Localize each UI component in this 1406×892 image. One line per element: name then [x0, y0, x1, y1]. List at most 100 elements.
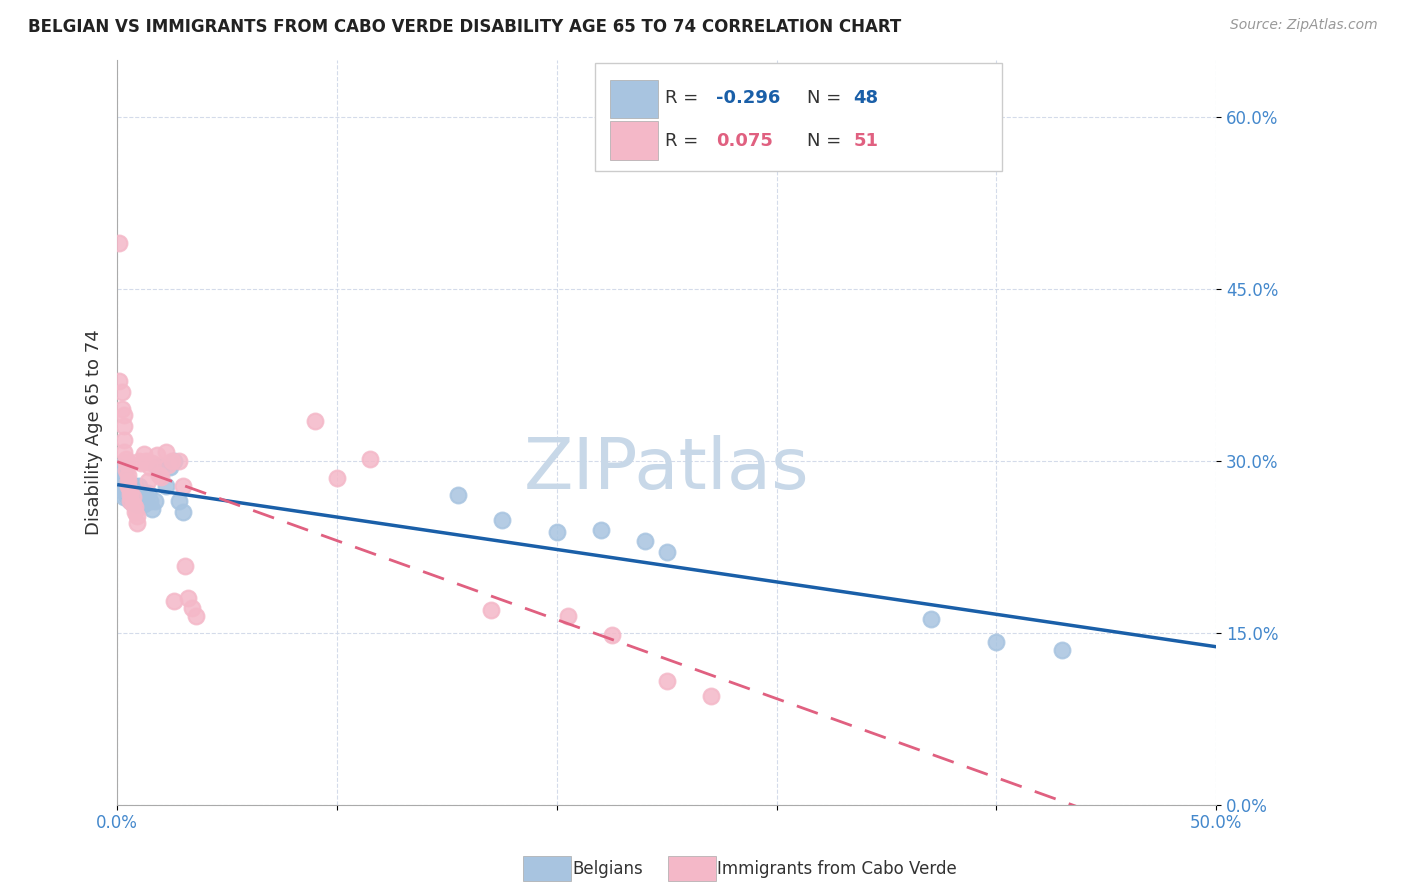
Text: 48: 48 — [853, 89, 879, 107]
Point — [120, 488, 142, 502]
Point — [110, 384, 132, 399]
Point — [112, 476, 135, 491]
Point — [124, 505, 146, 519]
Text: N =: N = — [807, 89, 848, 107]
Point — [120, 488, 142, 502]
Point — [600, 628, 623, 642]
Point — [136, 486, 159, 500]
Text: Immigrants from Cabo Verde: Immigrants from Cabo Verde — [717, 860, 957, 878]
Point — [117, 486, 139, 500]
Text: Belgians: Belgians — [572, 860, 643, 878]
Point — [920, 612, 942, 626]
Point — [112, 419, 135, 434]
Point — [447, 488, 470, 502]
Point — [163, 593, 186, 607]
Point — [655, 545, 678, 559]
Point — [124, 486, 146, 500]
Point — [546, 524, 568, 539]
Point — [117, 479, 139, 493]
Point — [150, 459, 173, 474]
Point — [108, 235, 131, 250]
Point — [155, 479, 177, 493]
Point — [1052, 643, 1074, 657]
Point — [115, 483, 138, 497]
Point — [986, 635, 1008, 649]
Point — [132, 447, 155, 461]
Point — [125, 497, 148, 511]
Point — [135, 491, 157, 505]
Point — [160, 454, 183, 468]
Point — [117, 467, 139, 482]
Point — [167, 454, 190, 468]
Point — [132, 497, 155, 511]
Point — [172, 479, 194, 493]
Point — [139, 494, 162, 508]
Point — [150, 470, 173, 484]
Point — [124, 500, 146, 514]
Point — [112, 408, 135, 422]
Point — [634, 534, 657, 549]
Point — [120, 481, 142, 495]
Point — [148, 467, 170, 482]
Text: R =: R = — [665, 132, 703, 150]
FancyBboxPatch shape — [610, 79, 658, 119]
Point — [110, 483, 132, 497]
Text: N =: N = — [807, 132, 848, 150]
Point — [589, 523, 612, 537]
Point — [120, 483, 142, 498]
Point — [145, 448, 167, 462]
Point — [125, 488, 148, 502]
Point — [124, 479, 146, 493]
Point — [120, 494, 142, 508]
Text: 51: 51 — [853, 132, 879, 150]
Point — [121, 491, 143, 505]
Point — [186, 608, 208, 623]
Text: ZIPatlas: ZIPatlas — [524, 435, 810, 504]
Point — [557, 608, 579, 623]
Point — [699, 689, 721, 703]
Point — [143, 494, 166, 508]
Point — [120, 494, 142, 508]
Point — [128, 454, 150, 468]
Point — [108, 476, 131, 491]
Point — [115, 451, 138, 466]
Point — [304, 414, 326, 428]
Point — [110, 465, 132, 479]
Point — [117, 491, 139, 505]
Point — [121, 497, 143, 511]
Point — [108, 374, 131, 388]
Point — [108, 459, 131, 474]
Point — [359, 451, 381, 466]
Point — [136, 475, 159, 489]
Point — [115, 456, 138, 470]
Point — [112, 444, 135, 458]
Point — [655, 673, 678, 688]
FancyBboxPatch shape — [610, 121, 658, 161]
Point — [112, 491, 135, 505]
Point — [176, 591, 198, 606]
Point — [181, 600, 204, 615]
Point — [491, 513, 513, 527]
FancyBboxPatch shape — [595, 63, 1002, 171]
Point — [479, 603, 502, 617]
Text: 0.075: 0.075 — [716, 132, 773, 150]
Point — [125, 516, 148, 530]
Point — [159, 459, 181, 474]
Point — [156, 458, 179, 473]
Point — [139, 459, 162, 474]
Point — [115, 471, 138, 485]
Y-axis label: Disability Age 65 to 74: Disability Age 65 to 74 — [86, 329, 103, 535]
Point — [135, 454, 157, 468]
Point — [115, 463, 138, 477]
Text: Source: ZipAtlas.com: Source: ZipAtlas.com — [1230, 18, 1378, 32]
Point — [112, 433, 135, 447]
Point — [117, 476, 139, 491]
Point — [141, 502, 163, 516]
Point — [141, 456, 163, 470]
Point — [155, 444, 177, 458]
Point — [131, 456, 153, 470]
Point — [167, 494, 190, 508]
Point — [163, 454, 186, 468]
Text: BELGIAN VS IMMIGRANTS FROM CABO VERDE DISABILITY AGE 65 TO 74 CORRELATION CHART: BELGIAN VS IMMIGRANTS FROM CABO VERDE DI… — [28, 18, 901, 36]
Point — [172, 505, 194, 519]
